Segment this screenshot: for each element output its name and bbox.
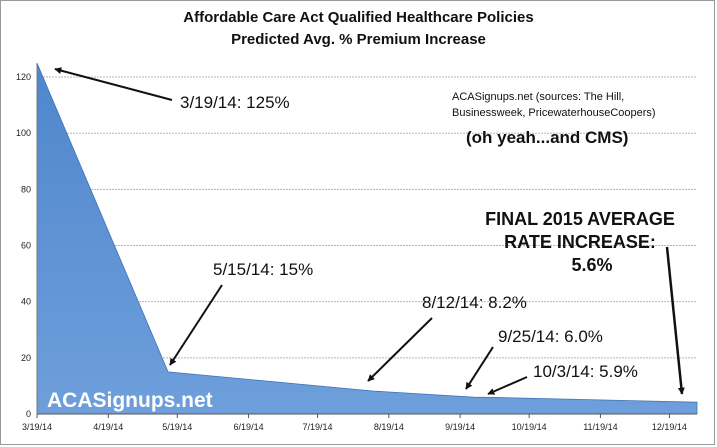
annotation-arrow [487,376,528,395]
area-layer [36,62,698,415]
axis-layer: 0 20 40 60 80 100 120 3/19/14 4/19/14 5/19/14 6/19… [16,63,697,432]
annotation-arrow [169,284,223,366]
y-tick-label: 0 [26,409,31,419]
x-tick-label: 9/19/14 [445,422,475,432]
annotation-arrow [465,346,494,390]
premium-area [36,62,698,415]
final-note-arrow [665,246,685,395]
y-tick-label: 60 [21,241,31,251]
x-tick-label: 11/19/14 [583,422,617,432]
x-tick-label: 7/19/14 [303,422,333,432]
annotation-arrow [54,67,173,101]
sources-line: Businessweek, PricewaterhouseCoopers) [452,107,656,119]
text-layer: 3/19/14: 125% 5/15/14: 15% 8/12/14: 8.2% 9/… [47,91,675,412]
annotation-label: 9/25/14: 6.0% [498,327,603,346]
chart-title-line-1: Affordable Care Act Qualified Healthcare… [183,9,534,26]
x-tick-label: 5/19/14 [162,422,192,432]
x-tick-label: 6/19/14 [234,422,264,432]
aside-note: (oh yeah...and CMS) [466,128,628,147]
y-tick-label: 100 [16,128,31,138]
final-note-line: FINAL 2015 AVERAGE [485,209,675,229]
annotation-label: 10/3/14: 5.9% [533,362,638,381]
x-tick-label: 3/19/14 [22,422,52,432]
final-note-line: RATE INCREASE: [504,232,656,252]
grid-layer [37,76,697,359]
arrow-layer [54,67,685,395]
y-tick-label: 40 [21,297,31,307]
final-note-line: 5.6% [571,255,612,275]
sources-line: ACASignups.net (sources: The Hill, [452,91,624,103]
annotation-label: 5/15/14: 15% [213,260,313,279]
x-tick-label: 4/19/14 [93,422,123,432]
x-tick-label: 12/19/14 [652,422,687,432]
chart-title-line-2: Predicted Avg. % Premium Increase [231,31,486,48]
x-tick-label: 8/19/14 [374,422,404,432]
y-tick-label: 80 [21,184,31,194]
annotation-label: 8/12/14: 8.2% [422,293,527,312]
sources-note: ACASignups.net (sources: The Hill, Busine… [452,91,656,119]
y-tick-label: 20 [21,353,31,363]
annotation-label: 3/19/14: 125% [180,93,290,112]
final-note: FINAL 2015 AVERAGE RATE INCREASE: 5.6% [485,209,675,275]
x-tick-label: 10/19/14 [512,422,547,432]
y-tick-label: 120 [16,72,31,82]
watermark-text: ACASignups.net [47,389,213,412]
annotation-arrow [367,317,433,382]
